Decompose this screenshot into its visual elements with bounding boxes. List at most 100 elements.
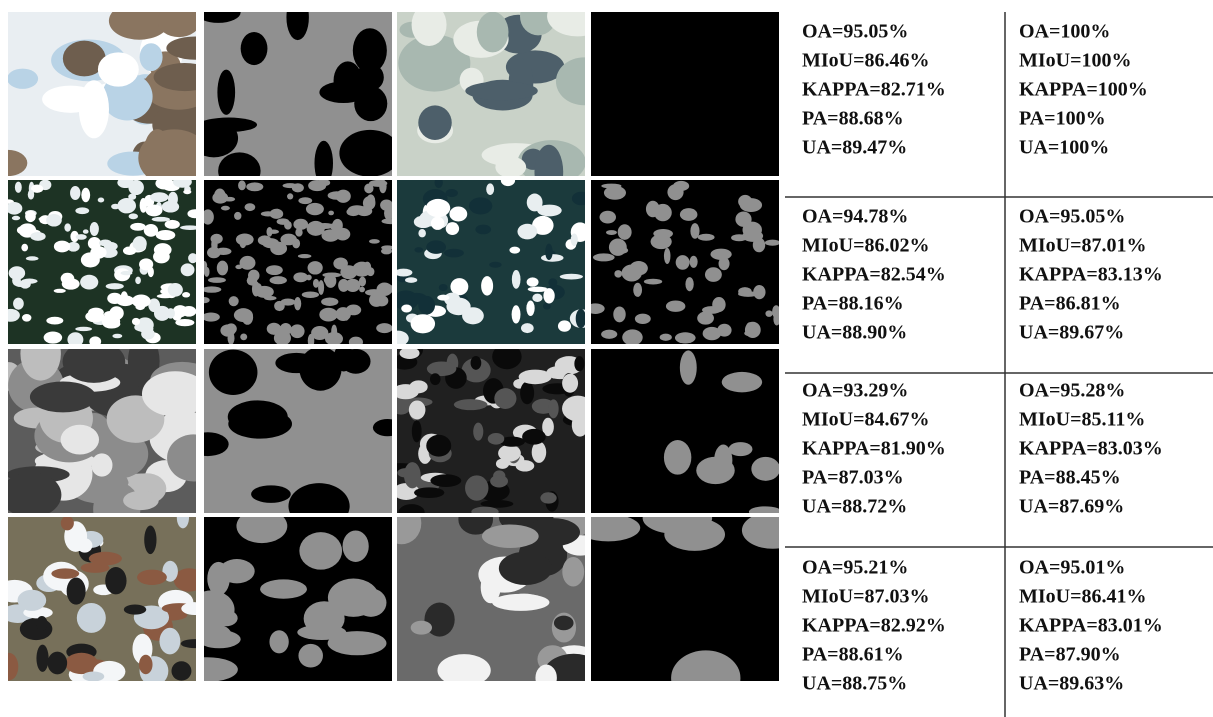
tile-blob [562, 557, 584, 587]
image-tile [187, 344, 402, 529]
tile-blob [246, 182, 263, 191]
tile-blob [217, 261, 228, 276]
tile-blob [660, 334, 672, 341]
image-tile [387, 175, 592, 347]
tile-blob [664, 440, 691, 475]
tile-blob [228, 409, 292, 439]
image-tile [0, 2, 224, 187]
tile-blob [742, 512, 804, 549]
tile-blob [198, 297, 209, 303]
tile-blob [333, 257, 348, 269]
tile-blob [705, 267, 722, 282]
tile-blob [91, 453, 112, 476]
tile-blob [516, 460, 535, 471]
tile-blob [427, 361, 457, 376]
tile-blob [236, 509, 287, 543]
tile-blob [141, 328, 155, 339]
tile-blob [548, 399, 558, 418]
tile-blob [430, 474, 461, 487]
metric-text: MIoU=86.41% [1019, 586, 1147, 608]
tile-blob [622, 264, 642, 281]
tile-blob [217, 70, 235, 115]
tile-blob [308, 261, 323, 274]
tile-blob [601, 184, 621, 189]
tile-blob [28, 190, 34, 200]
image-tile [0, 507, 208, 686]
tile-blob [280, 234, 296, 246]
tile-blob [292, 183, 304, 192]
tile-blob [328, 211, 334, 216]
metric-text: OA=95.21% [802, 557, 908, 579]
tile-blob [749, 506, 782, 517]
tile-blob [12, 216, 20, 220]
tile-blob [67, 578, 86, 605]
tile-blob [499, 552, 552, 585]
metric-text: KAPPA=82.54% [802, 264, 946, 286]
image-tile [190, 0, 401, 189]
tile-blob [290, 324, 305, 338]
tile-blob [365, 289, 383, 296]
tile-blob [128, 194, 136, 200]
tile-blob [576, 309, 586, 328]
tile-blob [338, 279, 349, 292]
metrics-table: OA=95.05%MIoU=86.46%KAPPA=82.71%PA=88.68… [785, 12, 1213, 717]
tile-blob [20, 618, 53, 640]
tile-blob [175, 319, 194, 326]
tile-blob [269, 630, 288, 653]
metric-text: KAPPA=83.01% [1019, 615, 1163, 637]
tile-blob [267, 323, 281, 335]
tile-blob [104, 242, 118, 251]
tile-blob [159, 628, 180, 655]
tile-blob [437, 654, 490, 686]
metric-text: PA=88.61% [802, 644, 904, 666]
tile-blob [593, 253, 615, 261]
tile-blob [281, 298, 296, 305]
tile-blob [495, 157, 526, 178]
tile-blob [437, 295, 449, 301]
tile-blob [363, 196, 376, 210]
tile-blob [306, 275, 312, 281]
tile-blob [346, 305, 361, 316]
tile-blob [465, 81, 537, 100]
tile-blob [343, 530, 369, 562]
tile-blob [349, 337, 363, 348]
tile-blob [152, 217, 170, 222]
tile-blob [520, 382, 534, 405]
metric-text: OA=95.01% [1019, 557, 1125, 579]
tile-blob [251, 485, 291, 503]
tile-blob [102, 314, 120, 328]
tile-blob [228, 332, 235, 345]
tile-background [591, 12, 779, 176]
tile-blob [81, 188, 90, 203]
tile-blob [234, 308, 253, 322]
tile-blob [1, 472, 62, 517]
tile-blob [299, 347, 341, 391]
tile-blob [13, 298, 24, 310]
tile-blob [140, 43, 163, 71]
metric-text: UA=89.67% [1019, 322, 1124, 344]
tile-blob [680, 350, 697, 384]
tile-blob [146, 204, 163, 216]
tile-blob [512, 270, 521, 289]
tile-blob [298, 254, 312, 258]
tile-blob [258, 235, 272, 245]
tile-blob [150, 192, 168, 202]
tile-blob [710, 249, 731, 260]
image-tile [382, 496, 604, 694]
tile-blob [613, 306, 625, 322]
tile-blob [712, 297, 725, 312]
metric-text: MIoU=86.02% [802, 235, 930, 257]
figure: OA=95.05%MIoU=86.46%KAPPA=82.71%PA=88.68… [0, 0, 1213, 717]
image-tile [586, 180, 780, 345]
metric-text: KAPPA=100% [1019, 79, 1148, 101]
tile-blob [302, 291, 319, 298]
metric-text: MIoU=100% [1019, 50, 1132, 72]
tile-blob [240, 333, 247, 340]
tile-blob [382, 284, 394, 294]
tile-blob [123, 246, 136, 255]
tile-blob [112, 334, 122, 339]
tile-blob [562, 374, 578, 393]
tile-blob [446, 189, 458, 197]
tile-blob [379, 179, 386, 193]
tile-blob [221, 206, 230, 211]
